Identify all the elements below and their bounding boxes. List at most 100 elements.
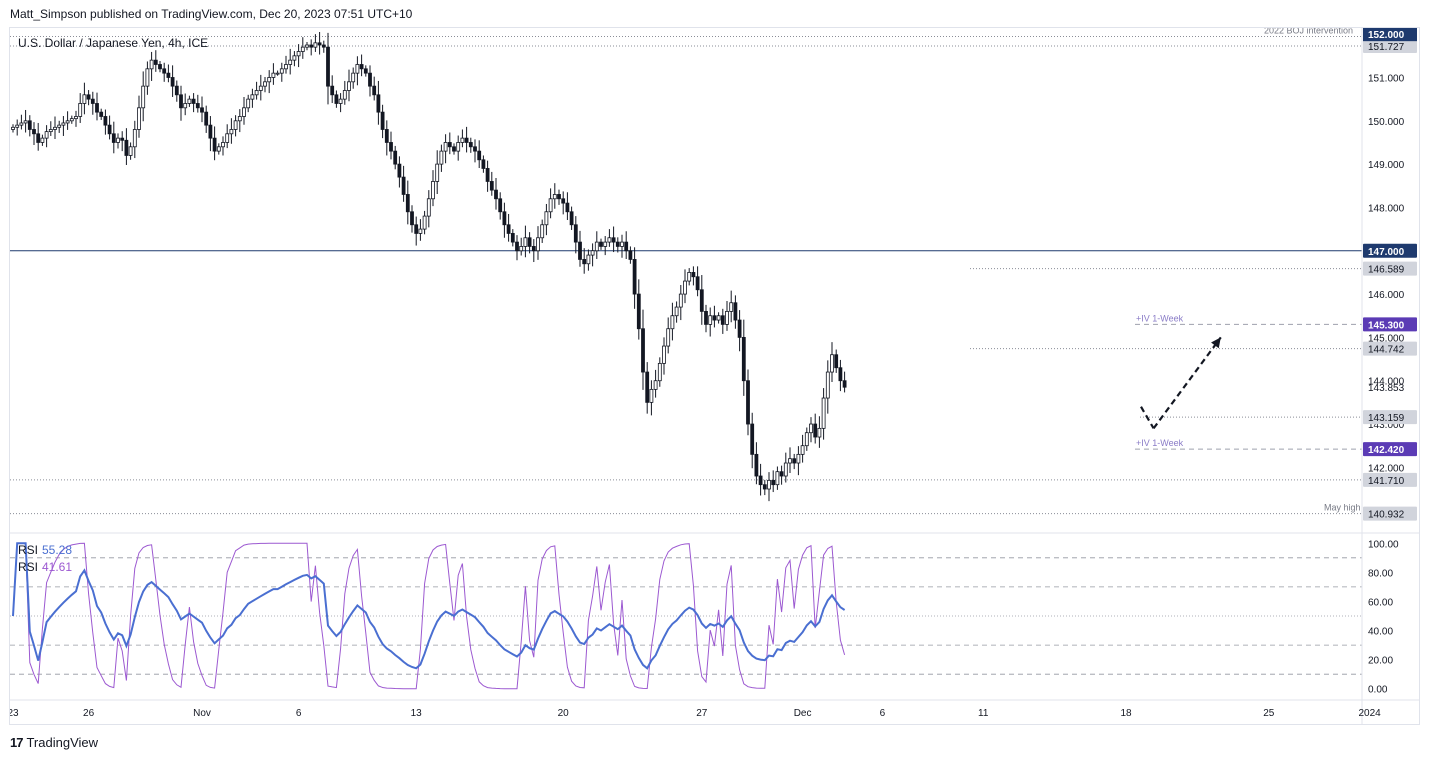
candle-body[interactable]: [720, 315, 725, 325]
candle-body[interactable]: [762, 484, 767, 490]
candle-body[interactable]: [53, 126, 57, 130]
candle-body[interactable]: [334, 94, 339, 104]
candle-body[interactable]: [477, 150, 482, 161]
candle-body[interactable]: [498, 198, 503, 213]
candle-body[interactable]: [355, 64, 360, 74]
candle-body[interactable]: [141, 85, 146, 109]
candle-body[interactable]: [120, 137, 125, 141]
candle-body[interactable]: [158, 64, 162, 70]
candle-body[interactable]: [632, 259, 637, 295]
candle-body[interactable]: [712, 315, 717, 321]
candle-body[interactable]: [57, 124, 62, 128]
candle-body[interactable]: [804, 432, 809, 447]
candle-body[interactable]: [137, 107, 141, 130]
candle-body[interactable]: [552, 194, 557, 200]
candle-body[interactable]: [536, 237, 540, 252]
candle-body[interactable]: [531, 246, 536, 252]
candle-body[interactable]: [179, 94, 183, 109]
candle-body[interactable]: [132, 129, 137, 148]
candle-body[interactable]: [74, 116, 78, 120]
candle-body[interactable]: [363, 68, 368, 74]
candle-body[interactable]: [435, 163, 440, 182]
candle-body[interactable]: [624, 241, 629, 252]
candle-body[interactable]: [611, 237, 616, 243]
candle-body[interactable]: [237, 116, 242, 122]
candle-body[interactable]: [351, 72, 356, 83]
candle-body[interactable]: [418, 228, 423, 234]
chart-frame[interactable]: 2022 BOJ intervention +IV 1-Week +IV 1-Wee…: [9, 27, 1420, 725]
candle-body[interactable]: [372, 85, 377, 96]
candle-body[interactable]: [628, 250, 633, 260]
candle-body[interactable]: [225, 133, 230, 143]
candle-body[interactable]: [754, 453, 759, 477]
candle-body[interactable]: [779, 471, 784, 477]
candle-body[interactable]: [300, 46, 305, 52]
candle-body[interactable]: [687, 272, 692, 282]
candle-body[interactable]: [695, 276, 700, 291]
candle-body[interactable]: [229, 129, 234, 135]
candle-body[interactable]: [830, 354, 834, 373]
candle-body[interactable]: [414, 224, 419, 234]
candle-body[interactable]: [187, 98, 192, 104]
candle-body[interactable]: [737, 319, 742, 338]
candle-body[interactable]: [305, 44, 309, 48]
candle-body[interactable]: [338, 98, 343, 104]
candle-body[interactable]: [48, 129, 53, 133]
candle-body[interactable]: [771, 479, 776, 486]
candle-body[interactable]: [439, 150, 444, 165]
candle-body[interactable]: [271, 72, 276, 78]
candle-body[interactable]: [704, 311, 708, 325]
candle-body[interactable]: [468, 142, 473, 148]
candle-body[interactable]: [674, 306, 679, 317]
candle-body[interactable]: [292, 55, 297, 61]
candle-body[interactable]: [506, 224, 511, 234]
candle-body[interactable]: [195, 103, 200, 109]
price-pane[interactable]: 2022 BOJ intervention +IV 1-Week +IV 1-Wee…: [10, 28, 1419, 534]
chart-canvas[interactable]: 2022 BOJ intervention +IV 1-Week +IV 1-Wee…: [10, 28, 1419, 724]
candle-body[interactable]: [825, 371, 830, 399]
candle-body[interactable]: [775, 471, 780, 486]
candle-body[interactable]: [90, 98, 95, 104]
candle-body[interactable]: [27, 120, 32, 130]
candle-body[interactable]: [544, 211, 549, 226]
candle-body[interactable]: [842, 380, 847, 388]
candle-body[interactable]: [473, 146, 477, 152]
candle-body[interactable]: [485, 168, 490, 182]
candle-body[interactable]: [107, 124, 112, 135]
candle-body[interactable]: [494, 189, 498, 200]
candle-body[interactable]: [515, 241, 519, 252]
candle-body[interactable]: [443, 142, 448, 152]
candle-body[interactable]: [662, 345, 666, 364]
candle-body[interactable]: [359, 64, 364, 70]
candle-body[interactable]: [128, 146, 133, 156]
candle-body[interactable]: [590, 250, 595, 256]
candle-body[interactable]: [489, 181, 494, 191]
candle-body[interactable]: [615, 241, 620, 247]
tradingview-logo-icon[interactable]: 17: [10, 735, 24, 750]
candle-body[interactable]: [183, 103, 188, 109]
candle-body[interactable]: [221, 142, 225, 148]
candle-body[interactable]: [342, 90, 347, 100]
forecast-arrow-segment[interactable]: [1152, 336, 1222, 430]
candle-body[interactable]: [657, 362, 662, 382]
candle-body[interactable]: [263, 81, 267, 87]
candle-body[interactable]: [519, 246, 524, 252]
candle-body[interactable]: [397, 163, 402, 178]
candle-body[interactable]: [767, 479, 771, 490]
candle-body[interactable]: [540, 224, 545, 239]
rsi-fast-line[interactable]: [12, 542, 846, 690]
candle-body[interactable]: [834, 354, 839, 369]
forecast-arrow-segment[interactable]: [1140, 406, 1155, 429]
candle-body[interactable]: [422, 215, 427, 230]
candle-body[interactable]: [166, 72, 171, 78]
candle-body[interactable]: [86, 94, 91, 100]
candle-body[interactable]: [653, 380, 658, 390]
candle-body[interactable]: [599, 241, 603, 247]
candle-body[interactable]: [309, 44, 314, 48]
candle-body[interactable]: [410, 211, 414, 226]
candle-body[interactable]: [678, 293, 683, 308]
candle-body[interactable]: [153, 59, 158, 65]
candle-body[interactable]: [813, 423, 818, 438]
candle-body[interactable]: [620, 241, 624, 247]
candle-body[interactable]: [170, 77, 175, 87]
